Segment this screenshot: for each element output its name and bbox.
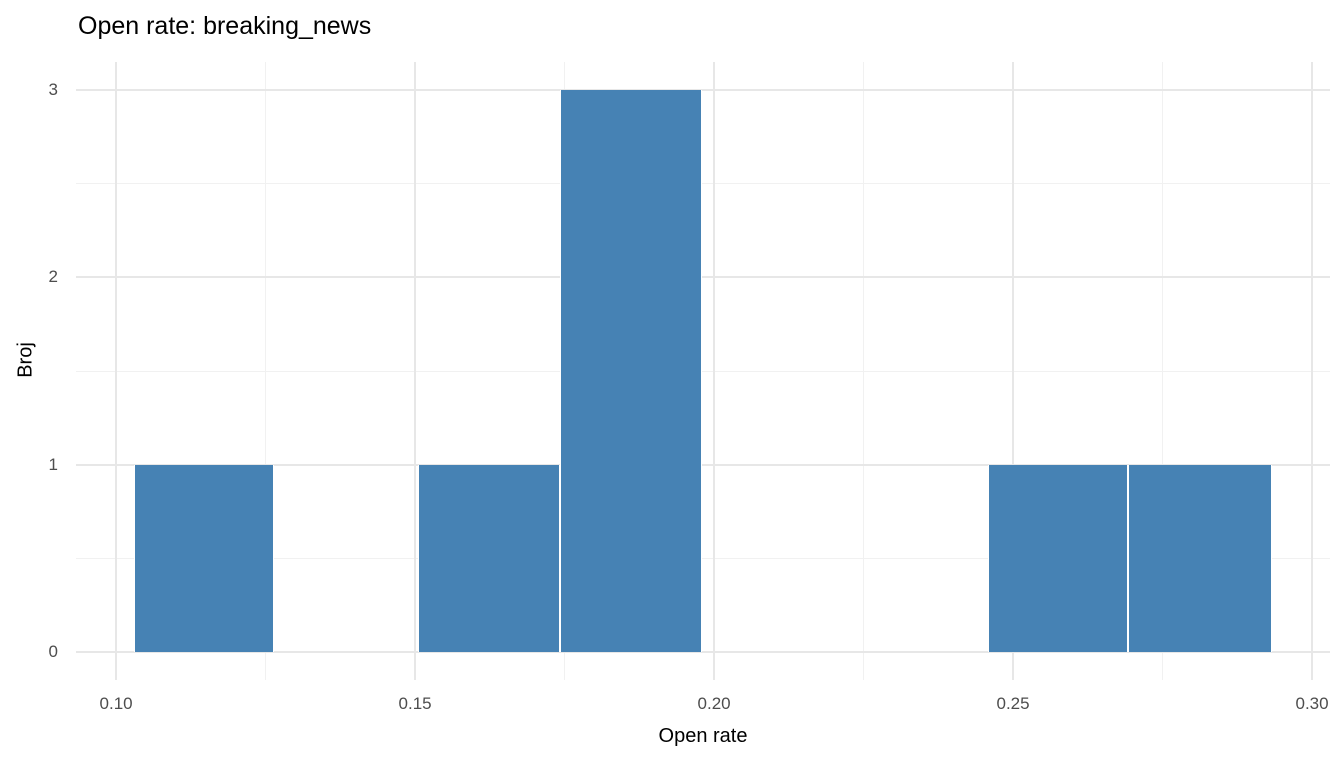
x-major-gridline [115,62,118,680]
histogram-bar [418,464,561,652]
chart-title: Open rate: breaking_news [78,12,372,40]
y-tick-label: 3 [48,80,58,100]
y-minor-gridline [76,557,1330,559]
x-major-gridline [1012,62,1015,680]
x-tick-label: 0.10 [99,694,133,713]
histogram-bar [987,464,1128,652]
y-major-gridline [76,650,1330,653]
x-tick-label: 0.20 [697,694,731,713]
x-major-gridline [1311,62,1314,680]
y-minor-gridline [76,370,1330,372]
x-major-gridline [414,62,417,680]
y-major-gridline [76,89,1330,92]
y-tick-label: 0 [48,641,58,661]
y-major-gridline [76,276,1330,279]
x-tick-label: 0.15 [398,694,432,713]
y-major-gridline [76,463,1330,466]
y-tick-label: 1 [48,454,58,474]
y-tick-label: 2 [48,267,58,287]
histogram-bar [1127,464,1272,652]
y-minor-gridline [76,183,1330,185]
histogram-bar [560,90,703,652]
x-tick-label: 0.30 [1295,694,1329,713]
x-major-gridline [713,62,716,680]
x-tick-label: 0.25 [996,694,1030,713]
histogram-bar [134,464,274,652]
x-axis-title: Open rate [658,725,748,747]
